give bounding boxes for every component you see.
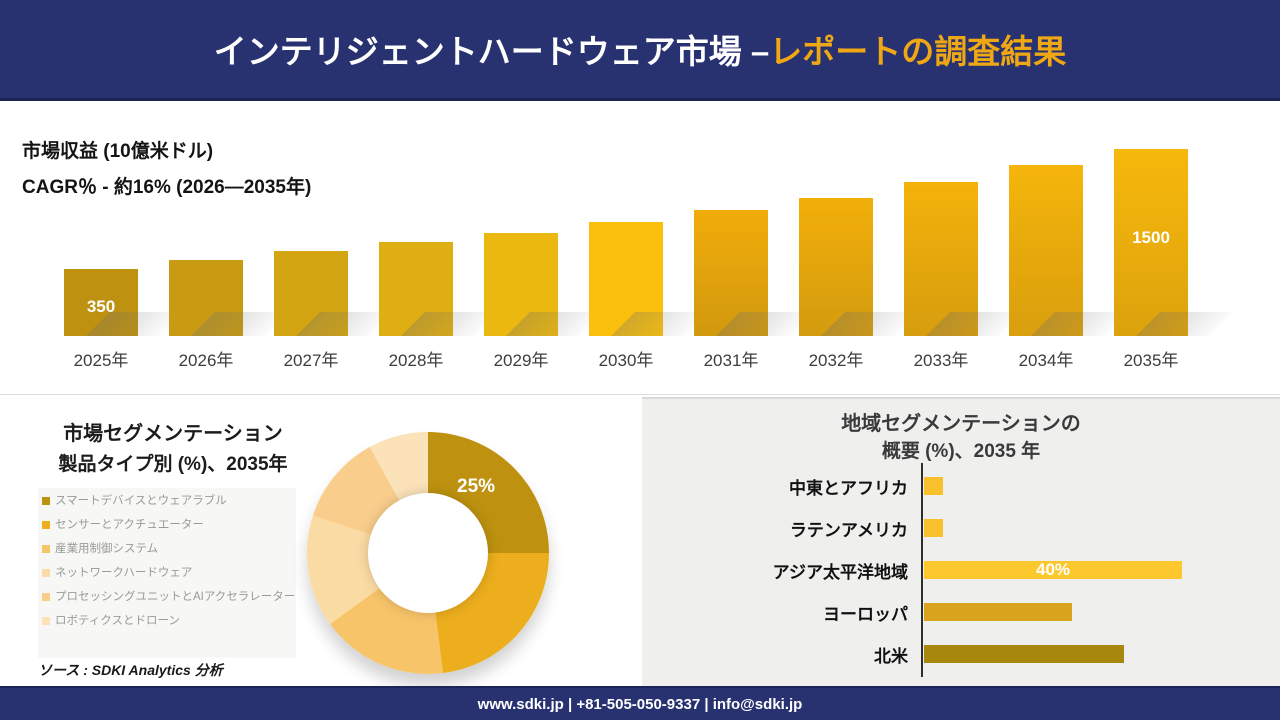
revenue-chart-cagr: CAGR％ - 約16% (2026―2035年) (22, 177, 312, 198)
year-axis-label: 2028年 (388, 351, 444, 370)
legend-item: スマートデバイスとウェアラブル (42, 494, 296, 509)
product-donut-legend: スマートデバイスとウェアラブル センサーとアクチュエーター 産業用制御システムネット… (38, 488, 296, 658)
revenue-bar: 1500 (1114, 149, 1188, 336)
region-label: ラテンアメリカ (789, 520, 908, 540)
year-axis-label: 2034年 (1018, 351, 1074, 370)
product-donut-subtitle: 製品タイプ別 (%)、2035年 (58, 454, 288, 475)
legend-label: ネットワークハードウェア (55, 567, 193, 579)
regional-bar-rows: 中東とアフリカ ラテンアメリカアジア太平洋地域 40% ヨーロッパ北米 (642, 465, 1280, 675)
legend-label: スマートデバイスとウェアラブル (55, 495, 227, 507)
revenue-year-axis: 2025年 2026年 2027年 2028年 2029年 2030年 2031年 2032年… (64, 346, 1188, 371)
year-axis-label: 2035年 (1123, 351, 1179, 370)
legend-label: 産業用制御システム (55, 543, 159, 555)
year-axis-label: 2029年 (493, 351, 549, 370)
region-bar: 40% (924, 560, 1182, 579)
footer-contact-bar: www.sdki.jp | +81-505-050-9337 | info@sd… (0, 686, 1280, 720)
region-label: アジア太平洋地域 (772, 562, 908, 582)
report-title-accent: レポートの調査結果 (769, 33, 1067, 70)
revenue-bar: 350 (64, 269, 138, 336)
legend-label: センサーとアクチュエーター (55, 519, 204, 531)
legend-swatch (42, 496, 50, 505)
year-axis-label: 2025年 (73, 351, 129, 370)
legend-label: ロボティクスとドローン (55, 615, 180, 627)
region-bar (924, 519, 944, 537)
year-axis-label: 2031年 (703, 351, 759, 370)
regional-row: ラテンアメリカ (642, 507, 1280, 549)
revenue-bar (484, 233, 558, 336)
regional-chart-title: 地域セグメンテーションの (841, 413, 1081, 435)
legend-item: ロボティクスとドローン (42, 614, 296, 629)
revenue-bar (589, 222, 663, 336)
regional-chart-panel: 地域セグメンテーションの 概要 (%)、2035 年 中東とアフリカ ラテンアメリ… (642, 397, 1280, 686)
revenue-bar (799, 198, 873, 336)
year-axis-label: 2033年 (913, 351, 969, 370)
bar-value-label: 1500 (1132, 227, 1170, 247)
regional-chart-subtitle: 概要 (%)、2035 年 (881, 441, 1041, 462)
legend-swatch (42, 592, 50, 601)
region-bar-value-label: 40% (1035, 560, 1071, 579)
region-label: 北米 (874, 646, 908, 666)
donut-data-label: 25% (457, 476, 496, 497)
product-donut-chart: 25% (307, 432, 549, 674)
revenue-bar (379, 242, 453, 336)
region-label: ヨーロッパ (823, 604, 908, 624)
regional-row: 中東とアフリカ (642, 465, 1280, 507)
legend-swatch (42, 568, 50, 577)
legend-swatch (42, 616, 50, 625)
report-title-banner: インテリジェントハードウェア市場 – レポートの調査結果 (0, 0, 1280, 101)
section-divider (0, 394, 1280, 395)
legend-item: プロセッシングユニットとAIアクセラレーター (42, 590, 296, 605)
region-bar (924, 603, 1073, 621)
revenue-bar (694, 210, 768, 336)
region-label: 中東とアフリカ (789, 478, 908, 498)
report-title-main: インテリジェントハードウェア市場 – (213, 33, 770, 70)
year-axis-label: 2026年 (178, 351, 234, 370)
legend-item: センサーとアクチュエーター (42, 518, 296, 533)
revenue-bar (274, 251, 348, 336)
legend-item: 産業用制御システム (42, 542, 296, 557)
year-axis-label: 2027年 (283, 351, 339, 370)
revenue-bar (904, 182, 978, 336)
donut-hole (368, 493, 488, 613)
regional-row: アジア太平洋地域 40% (642, 549, 1280, 591)
revenue-bar (1009, 165, 1083, 336)
revenue-chart-title: 市場収益 (10億米ドル) (22, 141, 214, 162)
regional-row: 北米 (642, 633, 1280, 675)
year-axis-label: 2030年 (598, 351, 654, 370)
source-note: ソース : SDKI Analytics 分析 (38, 662, 223, 678)
legend-swatch (42, 520, 50, 529)
year-axis-label: 2032年 (808, 351, 864, 370)
regional-chart-axis (921, 463, 923, 677)
legend-swatch (42, 544, 50, 553)
legend-item: ネットワークハードウェア (42, 566, 296, 581)
regional-row: ヨーロッパ (642, 591, 1280, 633)
product-donut-title: 市場セグメンテーション (63, 423, 283, 445)
revenue-bar (169, 260, 243, 336)
footer-contact-text: www.sdki.jp | +81-505-050-9337 | info@sd… (477, 695, 803, 713)
revenue-bar-chart: 350 1500 (64, 148, 1194, 336)
region-bar (924, 645, 1124, 663)
legend-label: プロセッシングユニットとAIアクセラレーター (55, 591, 296, 603)
bar-value-label: 350 (86, 297, 116, 317)
region-bar (924, 477, 944, 495)
